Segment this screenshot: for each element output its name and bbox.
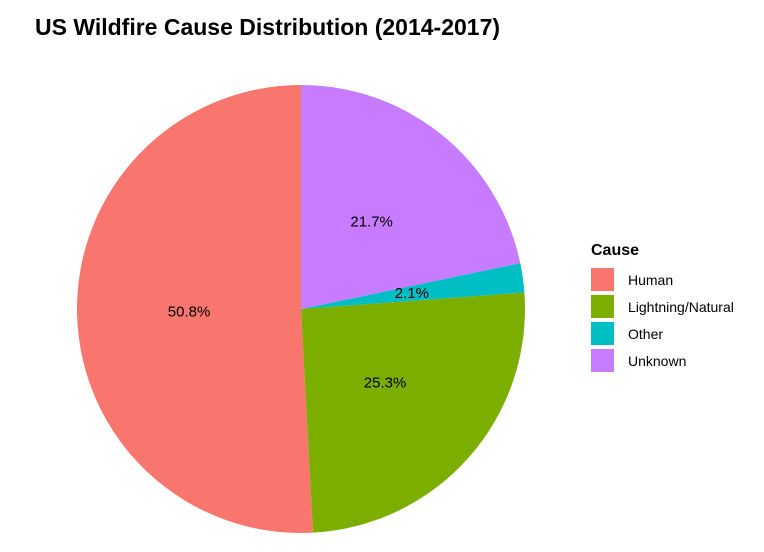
chart-title: US Wildfire Cause Distribution (2014-201… (35, 14, 501, 40)
pie-slice-labels: 50.8% 25.3% 2.1% 21.7% (168, 214, 429, 392)
pie-label-lightning-natural: 25.3% (364, 374, 407, 391)
pie-slice-unknown (301, 85, 521, 309)
legend-key-human (591, 268, 614, 291)
legend-item-human: Human (591, 266, 734, 293)
legend-item-unknown: Unknown (591, 347, 734, 374)
pie-slice-human (77, 85, 313, 533)
pie-label-human: 50.8% (168, 303, 211, 320)
legend: Cause Human Lightning/Natural Other Unkn… (591, 242, 734, 374)
legend-key-other (591, 322, 614, 345)
legend-label-unknown: Unknown (628, 352, 687, 369)
legend-key-unknown (591, 349, 614, 372)
pie-label-unknown: 21.7% (350, 214, 393, 231)
pie-slice-lightning-natural (301, 292, 526, 533)
pie-slices (77, 85, 526, 533)
legend-label-lightning-natural: Lightning/Natural (628, 298, 734, 315)
pie-label-other: 2.1% (395, 285, 429, 302)
legend-label-other: Other (628, 325, 664, 342)
legend-label-human: Human (628, 271, 674, 288)
legend-key-lightning-natural (591, 295, 614, 318)
legend-item-lightning-natural: Lightning/Natural (591, 293, 734, 320)
pie-slice-other (301, 263, 525, 309)
legend-item-other: Other (591, 320, 734, 347)
legend-title: Cause (591, 242, 640, 259)
